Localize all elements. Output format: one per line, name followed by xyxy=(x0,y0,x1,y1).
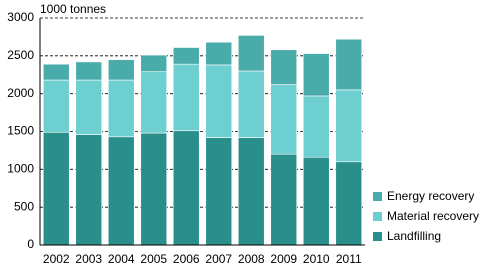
y-tick-label: 1500 xyxy=(7,124,34,138)
bar-segment xyxy=(107,59,135,81)
bar-segment xyxy=(172,130,200,246)
legend-swatch xyxy=(373,192,382,201)
y-tick-label: 500 xyxy=(14,199,34,213)
bar-segment xyxy=(205,64,233,138)
x-tick-label: 2005 xyxy=(140,252,167,266)
legend-swatch xyxy=(373,212,382,221)
x-tick-label: 2008 xyxy=(238,252,265,266)
bar-segment xyxy=(42,79,70,133)
bar-segment xyxy=(75,79,103,135)
bar-segment xyxy=(140,71,168,134)
bar-segment xyxy=(75,134,103,246)
bar-segment xyxy=(140,54,168,73)
bar-segment xyxy=(237,137,265,246)
bar-segment xyxy=(237,35,265,72)
y-tick-label: 1000 xyxy=(7,162,34,176)
x-tick-label: 2010 xyxy=(303,252,330,266)
bar-segment xyxy=(107,79,135,138)
bar-segment xyxy=(140,132,168,246)
bar-segment xyxy=(172,63,200,132)
bar-segment xyxy=(237,70,265,138)
bar-segment xyxy=(302,53,330,97)
legend-label: Landfilling xyxy=(387,229,441,243)
bar-segment xyxy=(205,137,233,246)
bar-segment xyxy=(270,84,298,155)
y-axis-label: 1000 tonnes xyxy=(40,2,106,16)
legend-swatch xyxy=(373,232,382,241)
bar-segment xyxy=(107,136,135,246)
bar-segment xyxy=(335,89,363,163)
bar-segment xyxy=(270,49,298,85)
bar-segment xyxy=(42,63,70,81)
x-tick-label: 2004 xyxy=(108,252,135,266)
x-tick-label: 2011 xyxy=(336,252,362,266)
bar-segment xyxy=(302,156,330,246)
bar-segment xyxy=(335,161,363,246)
x-tick-label: 2007 xyxy=(205,252,232,266)
bar-segment xyxy=(302,95,330,158)
y-tick-label: 2500 xyxy=(7,48,34,62)
bar-segment xyxy=(42,131,70,246)
legend-label: Material recovery xyxy=(387,209,479,223)
x-tick-label: 2002 xyxy=(43,252,70,266)
x-tick-label: 2009 xyxy=(270,252,297,266)
x-tick-label: 2003 xyxy=(75,252,102,266)
legend-label: Energy recovery xyxy=(387,189,474,203)
y-tick-label: 3000 xyxy=(7,10,34,24)
bar-segment xyxy=(75,61,103,81)
y-tick-label: 2000 xyxy=(7,86,34,100)
x-tick-label: 2006 xyxy=(173,252,200,266)
bar-segment xyxy=(335,38,363,91)
bar-segment xyxy=(270,153,298,246)
bar-segment xyxy=(205,41,233,66)
bar-segment xyxy=(172,47,200,65)
y-tick-label: 0 xyxy=(27,237,34,251)
